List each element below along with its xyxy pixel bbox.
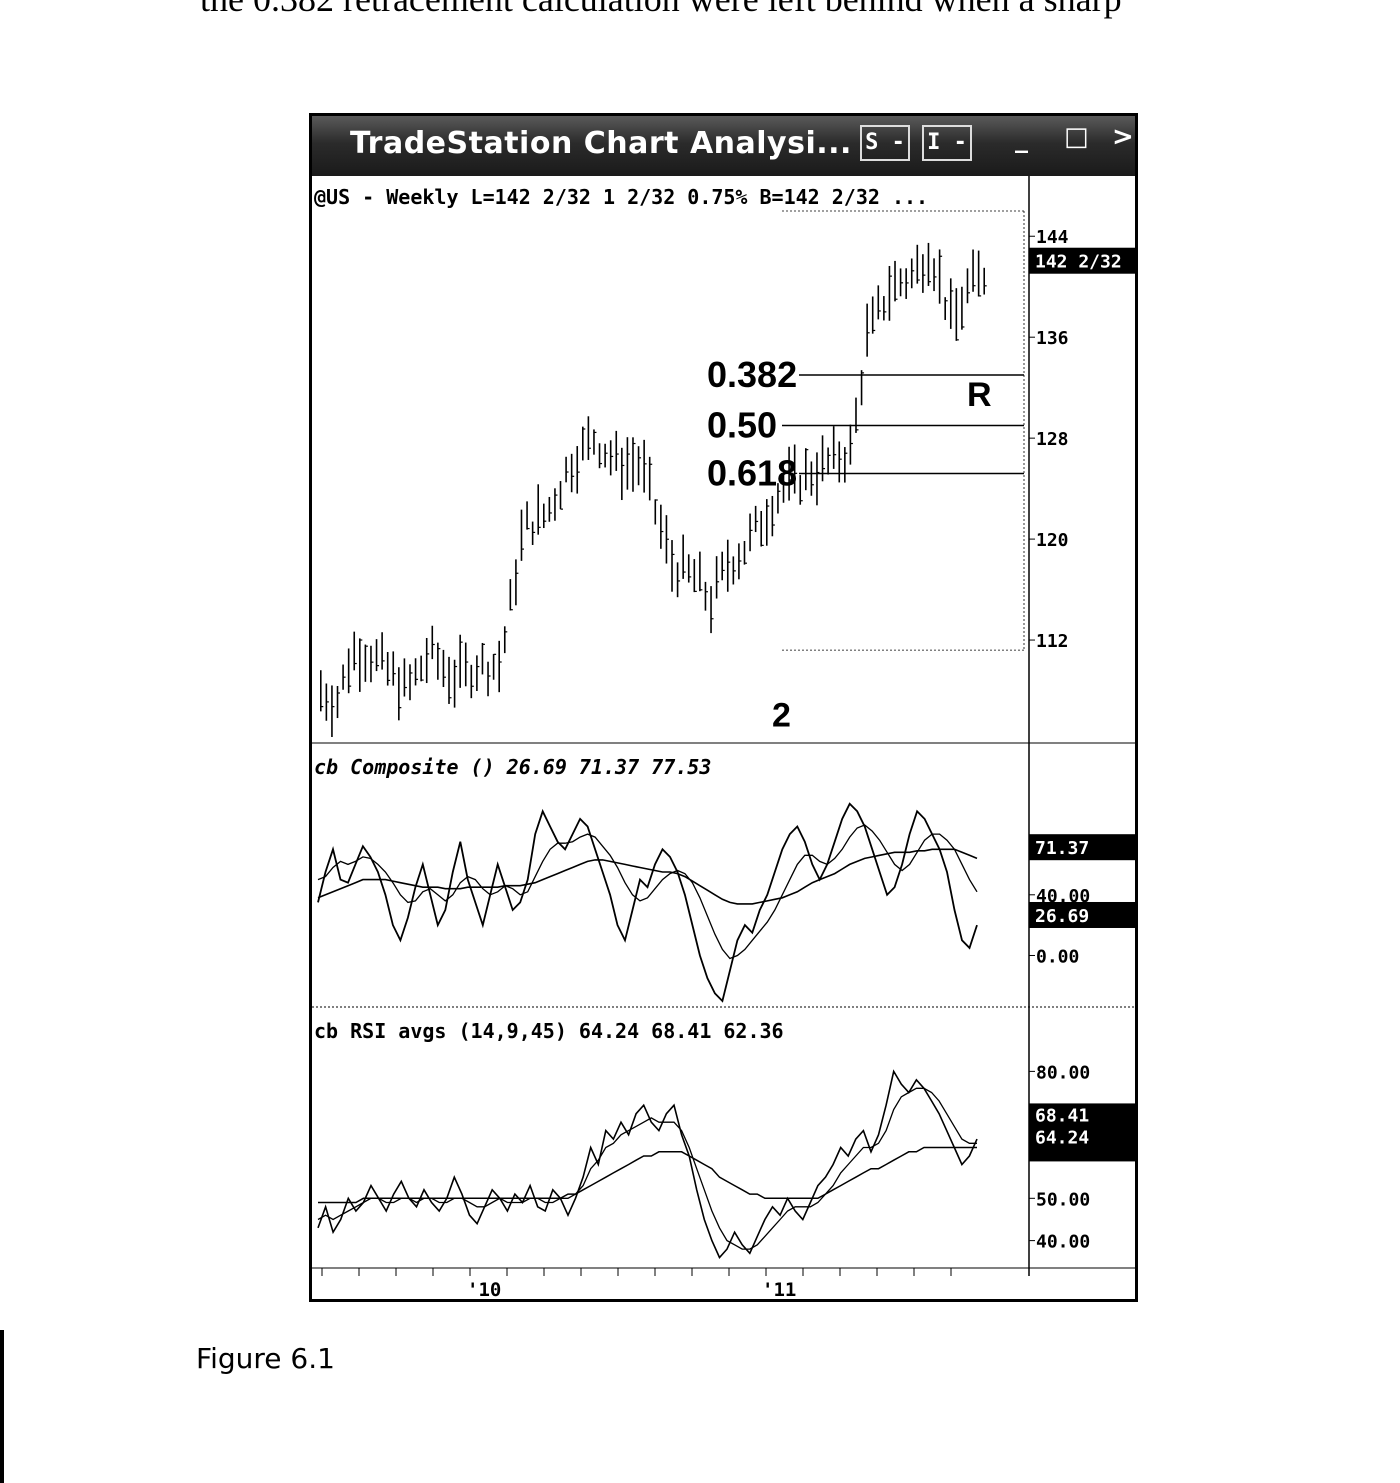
window-titlebar[interactable]: TradeStation Chart Analysi... S - I - _ … [312,116,1135,176]
wave-r-label: R [967,376,992,414]
price-tick-label: 136 [1036,328,1069,349]
composite-value-label: 71.37 [1035,838,1089,859]
series-line-0 [317,1069,978,1259]
composite-lines [317,802,978,1003]
series-line-0 [317,802,978,1003]
axis-tick-label: 40.00 [1036,1232,1090,1253]
fib-levels: 0.382 0.50 0.618 2 R [707,210,1025,734]
minimize-button[interactable]: _ [1015,124,1028,154]
price-tick-label: 120 [1036,530,1069,551]
page-edge-mark [0,1330,4,1483]
price-panel-title: @US - Weekly L=142 2/32 1 2/32 0.75% B=1… [314,185,928,209]
price-bars [319,242,987,738]
time-label: '10 [467,1279,501,1299]
rsi-panel-title: cb RSI avgs (14,9,45) 64.24 68.41 62.36 [314,1019,784,1043]
composite-axis: 40.00 0.00 71.37 26.69 [1029,834,1135,967]
composite-panel-title: cb Composite () 26.69 71.37 77.53 [314,755,711,779]
symbol-menu-button[interactable]: S - [860,125,910,161]
axis-tick-label: 40.00 [1036,886,1090,907]
series-line-1 [317,824,978,960]
composite-value-box [1029,901,1135,928]
figure-caption: Figure 6.1 [196,1342,335,1375]
rsi-lines [317,1069,978,1259]
rsi-value-label: 64.24 [1035,1127,1089,1148]
wave-2-label: 2 [772,696,791,734]
fib-label-0.382: 0.382 [707,354,797,395]
time-label: '11 [762,1279,796,1299]
price-tick-label: 128 [1036,429,1069,450]
last-price-box [1029,247,1135,274]
chart-area: @US - Weekly L=142 2/32 1 2/32 0.75% B=1… [312,176,1135,1299]
fib-label-0.618: 0.618 [707,452,797,493]
maximize-button[interactable]: □ [1064,122,1089,152]
series-line-2 [317,848,978,905]
page-top-text: the 0.382 retracement calculation were l… [200,0,1122,20]
rsi-value-box [1029,1103,1135,1162]
axis-tick-label: 50.00 [1036,1189,1090,1210]
axis-tick-label: 80.00 [1036,1062,1090,1083]
indicator-menu-button[interactable]: I - [922,125,972,161]
rsi-value-label: 68.41 [1035,1105,1089,1126]
series-line-2 [318,1146,977,1204]
composite-value-label: 26.69 [1035,906,1089,927]
price-tick-label: 112 [1036,631,1069,652]
window-title: TradeStation Chart Analysi... [350,126,852,161]
last-price-label: 142 2/32 [1035,252,1122,273]
chart-window: TradeStation Chart Analysi... S - I - _ … [309,113,1138,1302]
price-tick-label: 144 [1036,227,1069,248]
price-axis: 144 136 128 120 112 142 2/32 [1029,227,1135,652]
fib-label-0.50: 0.50 [707,405,777,446]
composite-value-box [1029,834,1135,861]
axis-tick-label: 0.00 [1036,946,1079,967]
time-axis: '10 '11 [321,1268,952,1299]
expand-button[interactable]: > [1112,122,1134,152]
